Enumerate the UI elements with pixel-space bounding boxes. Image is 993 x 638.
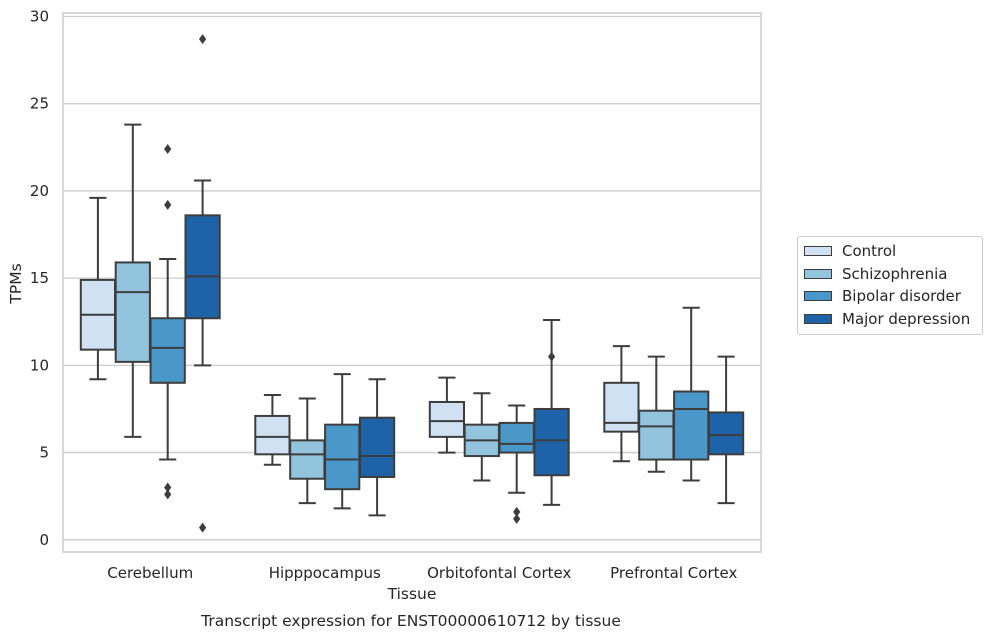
iqr-box xyxy=(114,261,151,363)
y-tick-label: 30 xyxy=(30,7,49,25)
legend-swatch xyxy=(804,246,832,257)
tick-labels: 0 5 10 15 20 25 30 Cerebellum Hipppocampus Orbito… xyxy=(30,7,738,582)
outlier-point xyxy=(199,34,207,45)
iqr-box xyxy=(254,414,291,456)
outlier-point xyxy=(164,489,172,500)
box-plot-box xyxy=(673,306,710,482)
outlier-point xyxy=(164,482,172,493)
box-plot-box xyxy=(358,378,396,517)
y-tick-label: 5 xyxy=(39,444,49,462)
y-tick-label: 20 xyxy=(30,182,49,200)
x-tick-label: Cerebellum xyxy=(107,564,193,582)
iqr-box xyxy=(358,416,396,478)
box-plot-box xyxy=(184,34,221,533)
plot-area-frame xyxy=(62,12,762,553)
legend-item: Major depression xyxy=(798,308,982,331)
y-tick-label: 25 xyxy=(30,95,49,113)
x-tick-label: Hipppocampus xyxy=(269,564,381,582)
legend-item: Schizophrenia xyxy=(798,263,982,286)
iqr-box xyxy=(428,400,466,438)
box-plot-box xyxy=(638,355,675,473)
box-plot-box xyxy=(114,123,151,438)
legend: Control Schizophrenia Bipolar disorder Majo… xyxy=(797,236,983,335)
iqr-box xyxy=(184,214,221,320)
outlier-point xyxy=(548,351,556,362)
box-plot-box xyxy=(498,404,535,524)
iqr-box xyxy=(603,381,640,433)
iqr-box xyxy=(533,407,570,477)
box-plot-box xyxy=(289,397,326,505)
legend-label: Schizophrenia xyxy=(842,264,948,283)
box-plot-box xyxy=(463,392,500,482)
iqr-box xyxy=(324,423,361,491)
outlier-point xyxy=(199,522,207,533)
iqr-box xyxy=(638,409,675,461)
chart-caption: Transcript expression for ENST0000061071… xyxy=(200,612,621,630)
box-plot-box xyxy=(533,319,570,506)
box-plot-box xyxy=(428,376,466,454)
y-tick-label: 15 xyxy=(30,269,49,287)
y-tick-label: 10 xyxy=(30,356,49,374)
iqr-box xyxy=(673,390,710,461)
box-layer xyxy=(79,34,745,533)
box-plot-box xyxy=(254,394,291,466)
box-plot-box xyxy=(603,345,640,463)
legend-label: Control xyxy=(842,242,897,261)
outlier-point xyxy=(513,513,521,524)
iqr-box xyxy=(289,439,326,480)
x-tick-label: Orbitofontal Cortex xyxy=(427,564,571,582)
y-axis-label: TPMs xyxy=(7,263,25,304)
legend-swatch xyxy=(804,313,832,324)
legend-swatch xyxy=(804,268,832,279)
x-axis-label: Tissue xyxy=(387,585,437,603)
box-plot-box xyxy=(324,373,361,510)
y-tick-label: 0 xyxy=(39,531,49,549)
outlier-point xyxy=(513,506,521,517)
outlier-point xyxy=(164,144,172,155)
box-plot-box xyxy=(79,196,117,381)
legend-item: Bipolar disorder xyxy=(798,285,982,308)
legend-label: Bipolar disorder xyxy=(842,287,961,306)
iqr-box xyxy=(707,411,745,456)
legend-label: Major depression xyxy=(842,309,971,328)
box-plot-box xyxy=(149,144,186,500)
legend-swatch xyxy=(804,291,832,302)
x-tick-label: Prefrontal Cortex xyxy=(610,564,737,582)
iqr-box xyxy=(498,421,535,454)
box-plot-box xyxy=(707,355,745,505)
legend-item: Control xyxy=(798,240,982,263)
outlier-point xyxy=(164,199,172,210)
iqr-box xyxy=(149,317,186,384)
